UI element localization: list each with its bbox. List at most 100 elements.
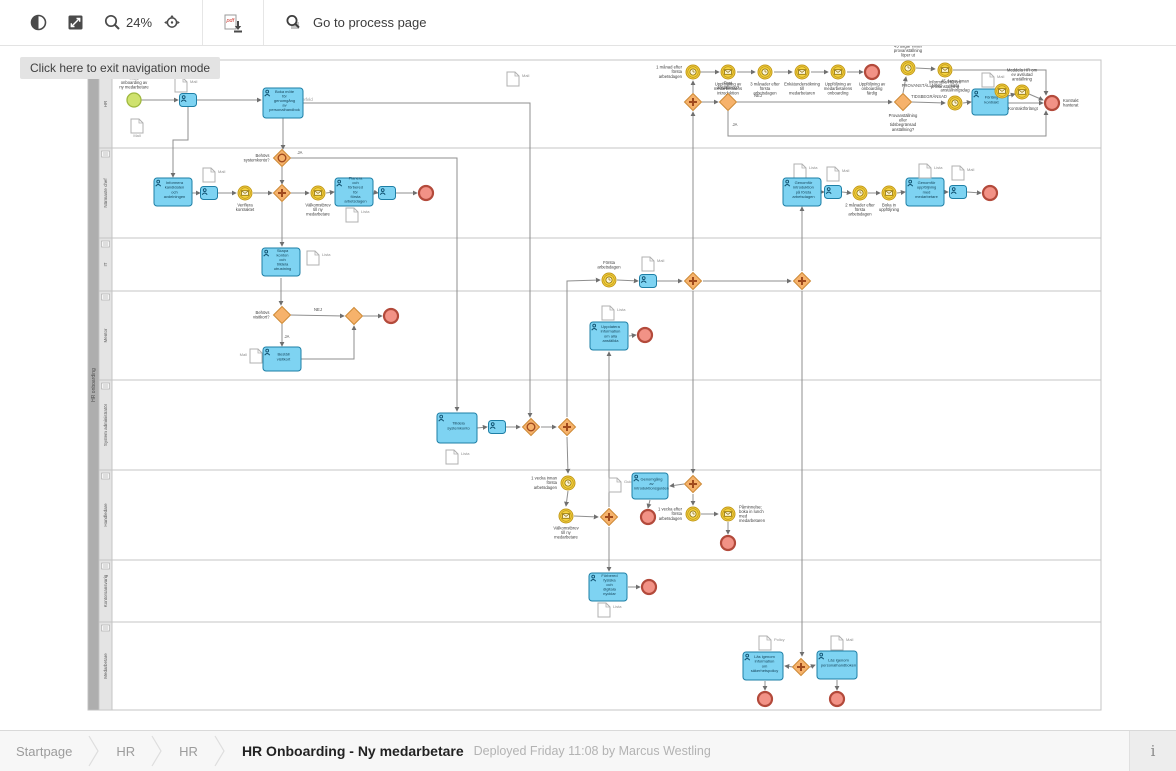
bpmn-end[interactable]: Uppföljning av onboarding färdig [859, 63, 886, 96]
bpmn-gw-plus[interactable] [599, 507, 619, 527]
center-view-button[interactable] [152, 0, 192, 45]
breadcrumb-hr-1[interactable]: HR [116, 743, 136, 759]
bpmn-gw-plus[interactable] [683, 474, 703, 494]
lane-collapse-icon[interactable] [101, 472, 110, 480]
bpmn-task-s[interactable] [200, 186, 218, 200]
bpmn-timer[interactable]: 2 månader efter första arbetsdagen [845, 185, 875, 217]
lane-collapse-icon[interactable] [101, 150, 110, 158]
exit-navigation-tooltip[interactable]: Click here to exit navigation mode [20, 57, 221, 79]
lane-collapse-icon[interactable] [101, 240, 110, 248]
bpmn-task[interactable]: Läs igenom personalhandboken [816, 650, 858, 680]
bpmn-timer[interactable]: 1 vecka efter första arbetsdagen [658, 506, 701, 522]
bpmn-task[interactable]: Planera och förbered för första arbetsdagen [334, 176, 374, 207]
breadcrumb-hr-2[interactable]: HR [179, 743, 198, 759]
go-to-process-button[interactable]: Go to process page [274, 0, 435, 45]
bpmn-gw-circle[interactable] [521, 417, 541, 437]
bpmn-doc[interactable]: Mall [130, 118, 144, 138]
bpmn-gw-plus[interactable] [272, 183, 292, 203]
bpmn-end[interactable] [981, 184, 999, 202]
bpmn-end[interactable] [828, 690, 846, 708]
bpmn-doc[interactable]: Lista [345, 207, 370, 223]
bpmn-task[interactable]: Informera kandidaten och avdelningen [153, 177, 193, 207]
bpmn-doc[interactable]: Lista [601, 305, 626, 321]
bpmn-end[interactable] [382, 307, 400, 325]
lane-collapse-icon[interactable] [101, 624, 110, 632]
bpmn-doc[interactable]: Mall [641, 256, 664, 272]
bpmn-task-s[interactable] [949, 185, 967, 199]
bpmn-task[interactable]: Läs igenom information om säkerhetspolicy [742, 651, 784, 681]
bpmn-doc[interactable]: Mall [202, 167, 225, 183]
bpmn-doc[interactable]: Lista [793, 163, 818, 179]
bpmn-end[interactable] [636, 326, 654, 344]
bpmn-gw[interactable] [344, 306, 364, 326]
bpmn-timer[interactable]: 3 månader efter första arbetsdagen [750, 64, 780, 96]
contrast-button[interactable] [20, 0, 57, 45]
bpmn-task[interactable]: Beställ visitkort [262, 346, 302, 372]
bpmn-doc[interactable]: Policy [758, 635, 785, 651]
pdf-download-button[interactable]: pdf [213, 0, 253, 45]
bpmn-gw-plus[interactable] [791, 657, 811, 677]
bpmn-task[interactable]: Förbered fysiska och digitala nycklar [588, 572, 628, 602]
bpmn-msg[interactable]: Informera HR om provanställning [929, 62, 962, 89]
bpmn-doc[interactable]: Lista [597, 602, 622, 618]
bpmn-doc[interactable]: Mall [951, 165, 974, 181]
bpmn-doc[interactable]: Mall [240, 348, 263, 364]
lane-collapse-icon[interactable] [101, 293, 110, 301]
bpmn-msg[interactable]: Verifiera kontraktet [236, 185, 255, 212]
bpmn-end[interactable] [417, 184, 435, 202]
bpmn-msg[interactable]: Välkomstbrev till ny medarbetare [305, 185, 332, 217]
bpmn-end[interactable] [640, 578, 658, 596]
bpmn-end[interactable] [639, 508, 657, 526]
breadcrumb-startpage[interactable]: Startpage [16, 743, 73, 759]
bpmn-task[interactable]: Genomför introduktion på första arbetsdagen [782, 177, 822, 207]
bpmn-doc[interactable]: Mall [826, 166, 849, 182]
bpmn-msg[interactable]: Välkomstbrev till ny medarbetare [553, 508, 580, 540]
bpmn-end[interactable]: Kontrakt hanterat [1043, 94, 1079, 112]
bpmn-gw[interactable]: Behövs visitkort? [253, 305, 292, 325]
bpmn-task[interactable]: Genomgång av introduktionsguiden [631, 472, 669, 500]
bpmn-msg[interactable]: Uppföljning av medarbetarens onboarding [824, 64, 852, 96]
bpmn-end[interactable] [719, 534, 737, 552]
bpmn-end[interactable] [756, 690, 774, 708]
bpmn-task[interactable]: Boka möte för genomgång av personalhandbok [262, 87, 304, 119]
bpmn-timer[interactable]: 45 dagar innan sista anställningsdag [940, 78, 970, 111]
bpmn-task-s[interactable] [824, 185, 842, 199]
bpmn-doc[interactable]: Guide [608, 477, 635, 493]
bpmn-msg[interactable]: Meddela HR om ev avslutad anställning [1007, 67, 1038, 100]
bpmn-task-s[interactable] [179, 93, 197, 107]
bpmn-gw-plus[interactable] [683, 92, 703, 112]
bpmn-timer[interactable]: Första arbetsdagen [597, 260, 621, 288]
bpmn-gw-circle[interactable]: Behövs systemkonto? [244, 148, 292, 168]
bpmn-msg[interactable] [994, 83, 1010, 99]
bpmn-task[interactable]: Skapa konton och tilldela utrustning [261, 247, 301, 277]
bpmn-task[interactable]: Genomför uppföljning med medarbetare [905, 177, 945, 207]
bpmn-task[interactable]: Tilldela systemkonto [436, 412, 478, 444]
bpmn-doc[interactable]: Lista [918, 163, 943, 179]
bpmn-doc[interactable]: Mall [981, 72, 1004, 88]
lane-collapse-icon[interactable] [101, 562, 110, 570]
bpmn-msg[interactable]: Enkätundersökning till medarbetaren [784, 64, 821, 96]
bpmn-timer[interactable]: 1 månad efter första arbetsdagen [656, 64, 701, 80]
bpmn-msg[interactable]: Boka in uppföljning [879, 185, 900, 212]
bpmn-gw[interactable]: Fast anställning? [717, 80, 740, 112]
bpmn-task-s[interactable] [488, 420, 506, 434]
bpmn-gw[interactable]: Provanställning eller tidsbegränsad anställ… [889, 92, 918, 132]
bpmn-gw-plus[interactable] [792, 271, 812, 291]
info-button[interactable]: i [1129, 731, 1176, 771]
bpmn-task-s[interactable] [639, 274, 657, 288]
bpmn-timer[interactable]: 1 vecka innan första arbetsdagen [531, 475, 576, 491]
bpmn-doc[interactable]: Mall [506, 71, 529, 87]
fit-screen-button[interactable] [57, 0, 94, 45]
bpmn-gw-plus[interactable] [683, 271, 703, 291]
bpmn-task-s[interactable] [378, 186, 396, 200]
bpmn-task[interactable]: Uppdatera information om alla anställda [589, 321, 629, 351]
lane-collapse-icon[interactable] [101, 382, 110, 390]
bpmn-doc[interactable]: Lista [445, 449, 470, 465]
bpmn-gw-plus[interactable] [557, 417, 577, 437]
bpmn-msg[interactable]: Påminnelse: boka in lunch med medarbetaren [720, 504, 766, 523]
bpmn-doc[interactable]: Lista [306, 250, 331, 266]
bpmn-doc[interactable]: Mall [830, 635, 853, 651]
zoom-button[interactable] [94, 0, 126, 45]
info-icon: i [1150, 742, 1156, 760]
